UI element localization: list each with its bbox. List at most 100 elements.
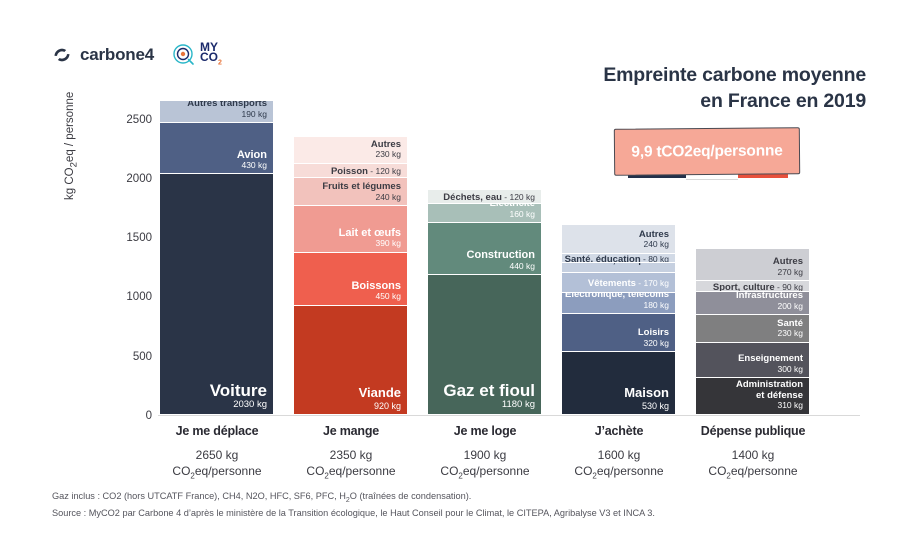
segment-value: 320 kg [643, 337, 669, 348]
bar-segment[interactable]: Déchets, eau - 120 kg [428, 189, 541, 205]
myco2-subscript: 2 [218, 59, 222, 67]
brand-bar: carbone4 MY CO2 [52, 40, 222, 68]
segment-value: 450 kg [375, 291, 401, 302]
segment-value: 440 kg [509, 260, 535, 271]
segment-value: 1180 kg [501, 399, 535, 411]
bar-segment[interactable]: Infrastructures 200 kg [696, 291, 809, 316]
bar-segment[interactable]: Maison 530 kg [562, 352, 675, 415]
bar-segment[interactable]: Gaz et fioul 1180 kg [428, 275, 541, 415]
segment-name: Administration et défense [735, 379, 803, 401]
bar-segment[interactable]: Électricité160 kg [428, 204, 541, 224]
segment-name: Santé [777, 317, 803, 329]
segment-value: 190 kg [241, 108, 267, 119]
bar-segment[interactable]: Avion 430 kg [160, 123, 273, 175]
bar-segment[interactable]: Autres 240 kg [562, 225, 675, 254]
segment-value: 240 kg [375, 191, 401, 202]
carbone4-wordmark: carbone4 [80, 45, 154, 65]
segment-name: Gaz et fioul [443, 381, 535, 401]
x-label-achete: J’achète 1600 kg CO2eq/personne [554, 424, 684, 482]
bar-column-publique[interactable]: Autres 270 kg Sport, culture - 90 kg Infras… [696, 249, 809, 415]
segment-name: Sport, culture [712, 281, 775, 292]
footnotes: Gaz inclus : CO2 (hors UTCATF France), C… [52, 489, 655, 522]
segment-value: 310 kg [777, 400, 803, 411]
segment-value: 240 kg [643, 239, 669, 250]
bar-segment[interactable]: Électronique, telecoms 180 kg [562, 292, 675, 315]
bar-segment[interactable]: Autres 230 kg [294, 136, 407, 164]
segment-value: 390 kg [375, 238, 401, 249]
myco2-wordmark: MY CO2 [200, 40, 222, 68]
segment-value: 530 kg [641, 400, 669, 411]
x-label-total: 1600 kg CO2eq/personne [574, 448, 664, 481]
bar-segment[interactable]: Sport, culture - 90 kg [696, 281, 809, 292]
page-title: Empreinte carbone moyenne en France en 2… [603, 62, 866, 115]
x-label-total: 2350 kg CO2eq/personne [306, 448, 396, 481]
segment-value: - 170 kg [635, 278, 669, 289]
segment-value: 160 kg [509, 208, 535, 219]
segment-name: Vêtements [587, 278, 636, 290]
bar-segment[interactable]: Loisirs 320 kg [562, 314, 675, 353]
segment-name: Déchets, eau [443, 192, 502, 204]
bar-segment[interactable]: Autres 270 kg [696, 249, 809, 282]
segment-value: 300 kg [777, 363, 803, 374]
x-label-total: 2650 kg CO2eq/personne [172, 448, 262, 481]
myco2-line1: MY [200, 40, 218, 54]
x-label-total: 1900 kg CO2eq/personne [440, 448, 530, 481]
bar-segment[interactable]: Vêtements - 170 kg [562, 272, 675, 293]
segment-name: Électronique, telecoms [564, 292, 669, 301]
y-tick-500: 500 [132, 350, 152, 363]
bar-column-mange[interactable]: Autres 230 kg Poisson - 120 kg Fruits et lé… [294, 136, 407, 415]
x-label-category: Je me loge [453, 424, 517, 438]
bar-column-deplace[interactable]: Autres transports 190 kg Avion 430 kg Voitur… [160, 100, 273, 415]
segment-value: 920 kg [373, 400, 401, 411]
segment-name: Autres transports [187, 100, 267, 110]
segment-value: - 120 kg [501, 192, 535, 203]
segment-name: Infrastructures [735, 291, 803, 302]
stacked-bars: Autres transports 190 kg Avion 430 kg Voitur… [160, 96, 860, 416]
bar-segment[interactable]: Administration et défense 310 kg [696, 378, 809, 415]
myco2-line2: CO [200, 50, 218, 64]
title-line-2: en France en 2019 [700, 90, 866, 113]
segment-name: Voiture [209, 381, 267, 401]
chart-plot-area: kg CO2eq / personne 2500 2000 1500 1000 500 0… [64, 92, 860, 422]
x-label-mange: Je mange 2350 kg CO2eq/personne [286, 424, 416, 482]
segment-name: Construction [466, 249, 535, 262]
segment-name: Avion [236, 148, 267, 161]
carbone4-refresh-icon [52, 45, 72, 65]
x-label-category: J’achète [594, 424, 644, 438]
segment-name: Autres [638, 228, 669, 240]
segment-value: 430 kg [241, 159, 267, 170]
segment-value: 180 kg [643, 299, 669, 310]
x-label-total: 1400 kg CO2eq/personne [708, 448, 798, 481]
bar-segment[interactable]: Viande 920 kg [294, 305, 407, 415]
bar-segment[interactable]: Assurance, banque - 80 kg [562, 263, 675, 273]
y-tick-2500: 2500 [126, 113, 152, 126]
myco2-logo: MY CO2 [172, 40, 222, 68]
bar-column-loge[interactable]: Déchets, eau - 120 kgÉlectricité160 kgCo… [428, 189, 541, 415]
carbone4-logo: carbone4 [52, 45, 154, 65]
segment-value: - 80 kg [652, 263, 669, 271]
y-axis-title-prefix: kg CO [64, 167, 76, 200]
bar-segment[interactable]: Santé 230 kg [696, 315, 809, 343]
segment-name: Électricité [490, 204, 535, 209]
bar-segment[interactable]: Voiture 2030 kg [160, 174, 273, 415]
bar-segment[interactable]: Lait et œufs 390 kg [294, 206, 407, 253]
x-axis-labels: Je me déplace 2650 kg CO2eq/personne Je man… [160, 424, 860, 484]
x-label-publique: Dépense publique 1400 kg CO2eq/personne [688, 424, 818, 482]
footnote-gases-a: Gaz inclus : CO2 (hors UTCATF France), C… [52, 491, 346, 501]
bar-segment[interactable]: Autres transports 190 kg [160, 100, 273, 124]
bar-segment[interactable]: Poisson - 120 kg [294, 163, 407, 178]
segment-value: - 90 kg [774, 281, 803, 292]
x-label-category: Je mange [322, 424, 380, 438]
segment-name: Autres [772, 255, 803, 267]
bar-segment[interactable]: Boissons 450 kg [294, 252, 407, 306]
bar-segment[interactable]: Construction 440 kg [428, 223, 541, 276]
bar-segment[interactable]: Enseignement 300 kg [696, 342, 809, 379]
bar-segment[interactable]: Fruits et légumes 240 kg [294, 177, 407, 207]
segment-value: - 120 kg [367, 166, 401, 177]
x-axis-line [158, 415, 860, 416]
x-label-category: Dépense publique [700, 424, 806, 438]
segment-name: Lait et œufs [338, 226, 401, 239]
bar-segment[interactable]: Santé, éducation - 80 kg [562, 253, 675, 264]
segment-name: Assurance, banque [564, 263, 652, 265]
